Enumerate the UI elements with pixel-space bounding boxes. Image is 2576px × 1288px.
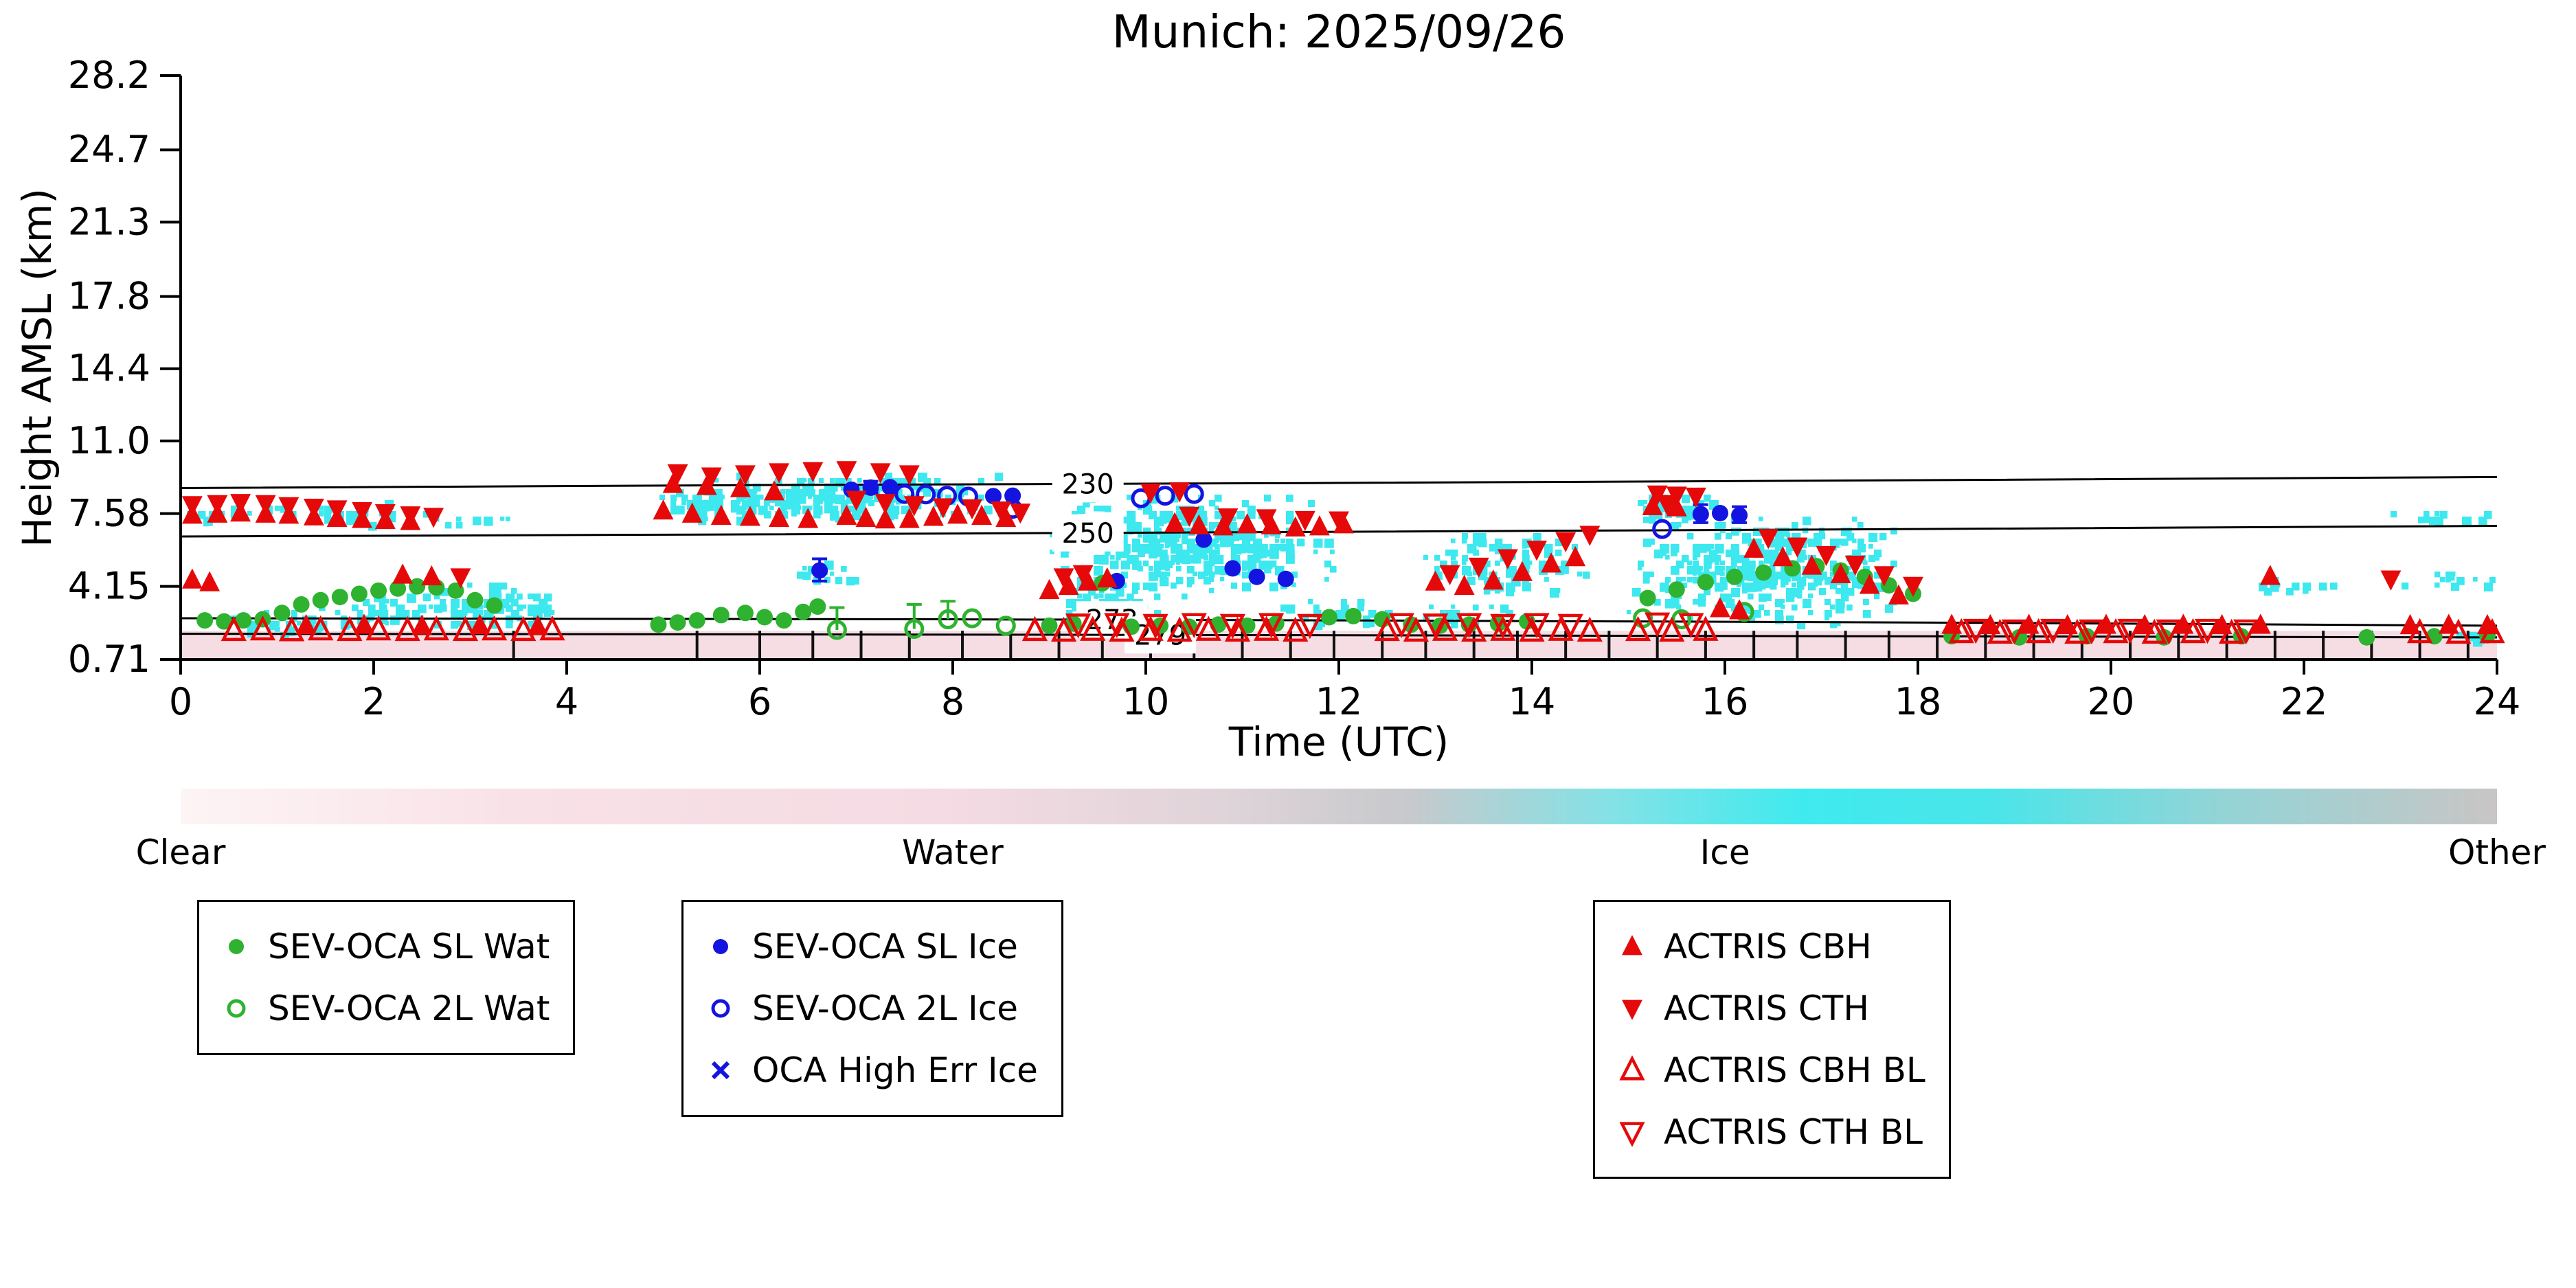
series-sev-oca-2l-wat — [826, 600, 1754, 640]
x-tick-label: 4 — [555, 680, 578, 723]
classification-colorbar — [181, 789, 2497, 824]
x-tick-label: 18 — [1895, 680, 1942, 723]
isotherm-label: 230 — [1062, 468, 1114, 500]
sev-oca-sl-ice-marker-icon — [713, 939, 728, 954]
series-actris-cth-bl — [1065, 612, 2259, 645]
legend-item-sev-oca-sl-wat: SEV-OCA SL Wat — [218, 916, 550, 978]
y-tick-label: 24.7 — [68, 128, 150, 171]
legend-item-actris-cbh: ACTRIS CBH — [1614, 916, 1925, 978]
legend-label: SEV-OCA 2L Ice — [752, 988, 1018, 1028]
colorbar-label-water: Water — [901, 833, 1004, 872]
y-tick-label: 21.3 — [68, 200, 150, 243]
x-tick-label: 6 — [748, 680, 771, 723]
legend-label: SEV-OCA SL Wat — [268, 927, 550, 967]
actris-cth-bl-marker-icon — [1619, 1122, 1645, 1147]
colorbar-label-clear: Clear — [135, 833, 226, 872]
x-tick-label: 12 — [1315, 680, 1363, 723]
legend-item-sev-oca-sl-ice: SEV-OCA SL Ice — [703, 916, 1038, 978]
y-tick-label: 0.71 — [68, 637, 150, 681]
y-tick-label: 4.15 — [68, 565, 150, 608]
sev-oca-2l-wat-marker-icon — [227, 999, 246, 1018]
legend-box-ice: SEV-OCA SL Ice SEV-OCA 2L Ice OCA High Err… — [681, 900, 1063, 1117]
x-tick-label: 10 — [1122, 680, 1170, 723]
actris-cbh-marker-icon — [1622, 935, 1642, 956]
legend-label: ACTRIS CBH BL — [1664, 1050, 1925, 1090]
sev-oca-sl-wat-marker-icon — [229, 939, 244, 954]
axes: 0 2 4 6 8 10 12 14 16 18 20 22 240.714.157.5811.014.… — [68, 54, 2521, 723]
colorbar-label-other: Other — [2448, 833, 2546, 872]
series-actris-cth — [181, 461, 2402, 597]
legend-item-actris-cth: ACTRIS CTH — [1614, 978, 1925, 1039]
legend-label: OCA High Err Ice — [752, 1050, 1038, 1090]
legend-box-actris: ACTRIS CBH ACTRIS CTH ACTRIS CBH BL ACTRIS … — [1593, 900, 1951, 1179]
isotherm-label: 250 — [1062, 518, 1114, 550]
series-actris-cbh-bl — [221, 615, 2505, 644]
legend-item-sev-oca-2l-ice: SEV-OCA 2L Ice — [703, 978, 1038, 1039]
x-tick-label: 0 — [169, 680, 192, 723]
colorbar-label-ice: Ice — [1699, 833, 1750, 872]
legend-label: ACTRIS CBH — [1664, 927, 1872, 967]
legend-label: ACTRIS CTH — [1664, 988, 1869, 1028]
legend-item-actris-cbh-bl: ACTRIS CBH BL — [1614, 1039, 1925, 1101]
legend-label: SEV-OCA SL Ice — [752, 927, 1018, 967]
oca-high-err-ice-marker-icon — [711, 1061, 730, 1080]
legend-box-water: SEV-OCA SL Wat SEV-OCA 2L Wat — [197, 900, 576, 1055]
legend-label: SEV-OCA 2L Wat — [268, 988, 550, 1028]
actris-cbh-bl-marker-icon — [1619, 1055, 1645, 1081]
x-axis-label: Time (UTC) — [1228, 719, 1449, 765]
y-tick-label: 14.4 — [68, 347, 150, 390]
y-tick-label: 7.58 — [68, 492, 150, 535]
y-tick-label: 28.2 — [68, 54, 150, 97]
x-tick-label: 20 — [2088, 680, 2135, 723]
sev-oca-2l-ice-marker-icon — [711, 999, 730, 1018]
x-tick-label: 16 — [1702, 680, 1749, 723]
legend-label: ACTRIS CTH BL — [1664, 1112, 1923, 1152]
actris-cth-marker-icon — [1622, 999, 1642, 1020]
x-tick-label: 8 — [941, 680, 964, 723]
x-tick-label: 2 — [362, 680, 385, 723]
legend-item-actris-cth-bl: ACTRIS CTH BL — [1614, 1101, 1925, 1163]
y-tick-label: 11.0 — [68, 419, 150, 462]
series-actris-cbh — [181, 473, 2498, 635]
y-tick-label: 17.8 — [68, 275, 150, 318]
x-tick-label: 14 — [1509, 680, 1556, 723]
legend-item-oca-high-err-ice: OCA High Err Ice — [703, 1039, 1038, 1101]
legend-item-sev-oca-2l-wat: SEV-OCA 2L Wat — [218, 978, 550, 1039]
x-tick-label: 22 — [2281, 680, 2328, 723]
x-tick-label: 24 — [2474, 680, 2521, 723]
chart-title: Munich: 2025/09/26 — [1111, 5, 1566, 58]
